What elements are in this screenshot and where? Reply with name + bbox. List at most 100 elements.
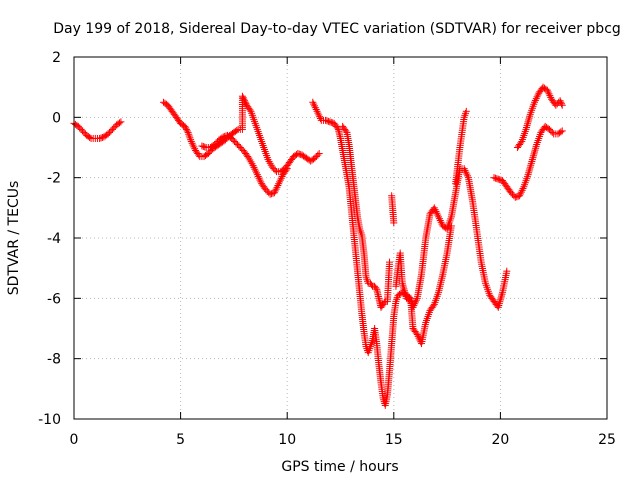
- data-point: [493, 175, 501, 183]
- data-point: [433, 209, 441, 217]
- data-point: [312, 105, 320, 113]
- data-point: [390, 219, 398, 227]
- data-points: [70, 83, 566, 409]
- data-point: [324, 117, 332, 125]
- data-point: [413, 331, 421, 339]
- data-point: [503, 267, 511, 275]
- data-point: [400, 285, 408, 293]
- data-point: [233, 140, 241, 148]
- data-point: [277, 174, 285, 182]
- data-point: [414, 332, 422, 340]
- data-point: [187, 136, 195, 144]
- data-point: [110, 124, 118, 132]
- data-point: [74, 122, 82, 130]
- x-axis-label: GPS time / hours: [281, 459, 398, 475]
- y-tick-label: -4: [47, 231, 61, 247]
- y-tick-label: -10: [38, 412, 61, 428]
- data-point: [429, 302, 437, 310]
- data-point: [312, 153, 320, 161]
- data-point: [432, 207, 440, 215]
- data-point: [276, 178, 284, 186]
- data-point: [235, 142, 243, 150]
- data-point: [241, 98, 249, 106]
- data-point: [107, 127, 115, 135]
- data-point: [519, 185, 527, 193]
- data-point: [270, 189, 278, 197]
- data-point: [266, 190, 274, 198]
- data-point: [405, 296, 413, 304]
- data-point: [527, 159, 535, 167]
- data-point: [185, 132, 193, 140]
- data-point: [529, 154, 537, 162]
- data-point: [77, 125, 85, 133]
- data-point: [282, 166, 290, 174]
- data-point: [462, 107, 470, 115]
- data-point: [256, 176, 264, 184]
- data-point: [250, 163, 258, 171]
- data-point: [498, 290, 506, 298]
- data-point: [249, 162, 257, 170]
- data-point: [86, 133, 94, 141]
- data-point: [218, 134, 226, 142]
- data-series-3: [309, 98, 511, 409]
- data-point: [497, 294, 505, 302]
- data-point: [316, 113, 324, 121]
- data-point: [239, 94, 247, 102]
- data-point: [104, 130, 112, 138]
- data-point: [531, 146, 539, 154]
- data-point: [322, 116, 330, 124]
- data-point: [270, 165, 278, 173]
- data-point: [182, 125, 190, 133]
- data-point: [526, 163, 534, 171]
- data-point: [106, 128, 114, 136]
- data-series-4: [339, 107, 470, 348]
- data-point: [545, 90, 553, 98]
- data-point: [464, 172, 472, 180]
- data-point: [115, 119, 123, 127]
- data-point: [212, 139, 220, 147]
- data-point: [511, 193, 519, 201]
- data-point: [532, 95, 540, 103]
- data-point: [367, 281, 375, 289]
- data-point: [98, 133, 106, 141]
- data-point: [342, 127, 350, 135]
- data-point: [494, 175, 502, 183]
- data-point: [436, 217, 444, 225]
- data-point: [316, 115, 324, 123]
- data-point: [530, 150, 538, 158]
- y-tick-label: -2: [47, 171, 61, 187]
- data-point: [513, 193, 521, 201]
- data-point: [558, 100, 566, 108]
- data-point: [412, 298, 420, 306]
- data-point: [222, 132, 230, 140]
- data-point: [309, 98, 317, 106]
- data-point: [311, 154, 319, 162]
- data-point: [516, 190, 524, 198]
- data-point: [310, 102, 318, 110]
- data-point: [274, 182, 282, 190]
- data-point: [229, 136, 237, 144]
- x-tick-label: 0: [70, 432, 79, 448]
- data-point: [231, 137, 239, 145]
- data-point: [556, 97, 564, 105]
- data-point: [117, 118, 125, 126]
- data-point: [272, 185, 280, 193]
- data-point: [252, 167, 260, 175]
- data-point: [79, 127, 87, 135]
- y-tick-label: 2: [52, 50, 61, 66]
- data-point: [238, 145, 246, 153]
- data-point: [271, 166, 279, 174]
- data-point: [546, 92, 554, 100]
- data-point: [181, 122, 189, 130]
- data-point: [314, 151, 322, 159]
- data-point: [508, 190, 516, 198]
- data-point: [183, 127, 191, 135]
- y-tick-label: 0: [52, 110, 61, 126]
- data-point: [532, 144, 540, 152]
- data-point: [297, 151, 305, 159]
- data-series-1: [70, 92, 323, 176]
- data-point: [236, 144, 244, 151]
- data-point: [557, 128, 565, 136]
- data-point: [496, 296, 504, 304]
- data-point: [228, 134, 236, 142]
